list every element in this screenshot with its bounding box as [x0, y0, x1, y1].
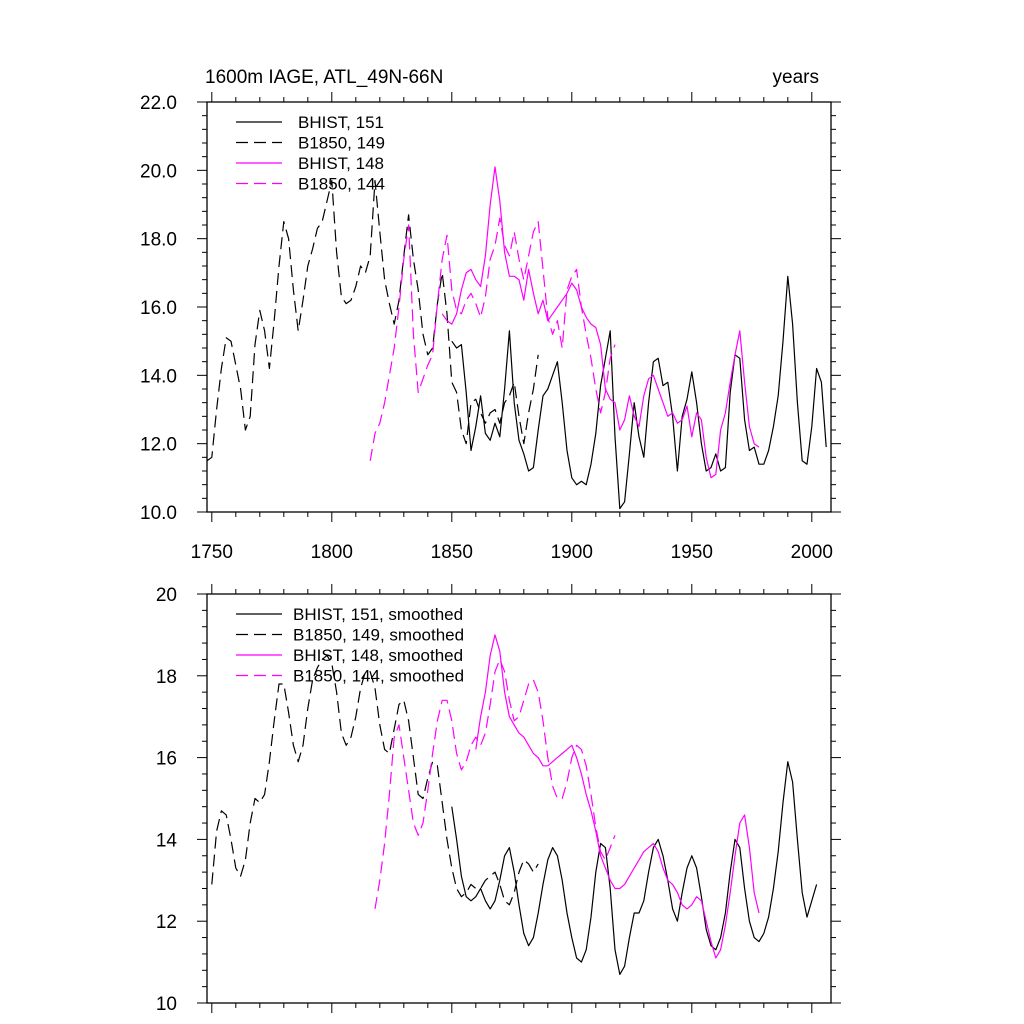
y-tick-label: 10.0: [140, 503, 177, 524]
bottom-panel: 10 12 14 16 18 20 BHIST, 151, smoothed B1850, 1…: [156, 584, 841, 1015]
y-tick-label: 16.0: [140, 298, 177, 319]
panel-title: 1600m IAGE, ATL_49N-66N: [205, 67, 443, 88]
legend-label-1: BHIST, 151: [298, 113, 384, 132]
y-tick-label: 12.0: [140, 435, 177, 456]
series-line-3: [475, 634, 760, 959]
y-tick-label: 12: [156, 912, 177, 933]
y-tick-label: 18.0: [140, 230, 177, 251]
y-tick-label: 18: [156, 667, 177, 688]
series-line-2: [207, 180, 539, 462]
series-line-1: [451, 761, 818, 975]
top-panel: 1600m IAGE, ATL_49N-66N years 1750 1800 18…: [140, 67, 841, 563]
series-group: [207, 166, 827, 510]
y-tick-label: 10: [156, 994, 177, 1015]
legend-label-1: BHIST, 151, smoothed: [293, 605, 463, 624]
legend-label-2: B1850, 149, smoothed: [293, 626, 464, 645]
y-tick-label: 16: [156, 749, 177, 770]
legend-label-3: BHIST, 148: [298, 154, 384, 173]
legend-label-4: B1850, 144, smoothed: [293, 667, 464, 686]
x-tick-label: 1850: [431, 542, 473, 563]
plot-frame: [206, 593, 832, 1004]
x-tick-label: 1950: [671, 542, 713, 563]
y-tick-label: 14: [156, 830, 178, 851]
y-tick-label: 20: [156, 585, 177, 606]
legend-label-4: B1850, 144: [298, 175, 385, 194]
legend-label-3: BHIST, 148, smoothed: [293, 646, 463, 665]
x-tick-label: 1750: [191, 542, 233, 563]
chart-area-bottom: 10 12 14 16 18 20 BHIST, 151, smoothed B1850, 1…: [156, 584, 841, 1015]
x-tick-label: 2000: [791, 542, 833, 563]
series-line-3: [441, 166, 760, 479]
units-label: years: [773, 67, 819, 88]
series-group: [211, 634, 818, 975]
series-line-2: [211, 654, 539, 906]
x-tick-label: 1900: [551, 542, 593, 563]
y-tick-label: 22.0: [140, 93, 177, 114]
x-tick-label: 1800: [311, 542, 353, 563]
y-tick-label: 20.0: [140, 161, 177, 182]
chart-area-top: 1750 1800 1850 1900 1950 2000 10.0 12.0 14.0 16.0…: [140, 92, 841, 563]
series-line-4: [369, 217, 616, 461]
legend-label-2: B1850, 149: [298, 134, 385, 153]
series-line-4: [374, 658, 616, 909]
y-tick-label: 14.0: [140, 366, 177, 387]
series-line-1: [451, 275, 827, 510]
